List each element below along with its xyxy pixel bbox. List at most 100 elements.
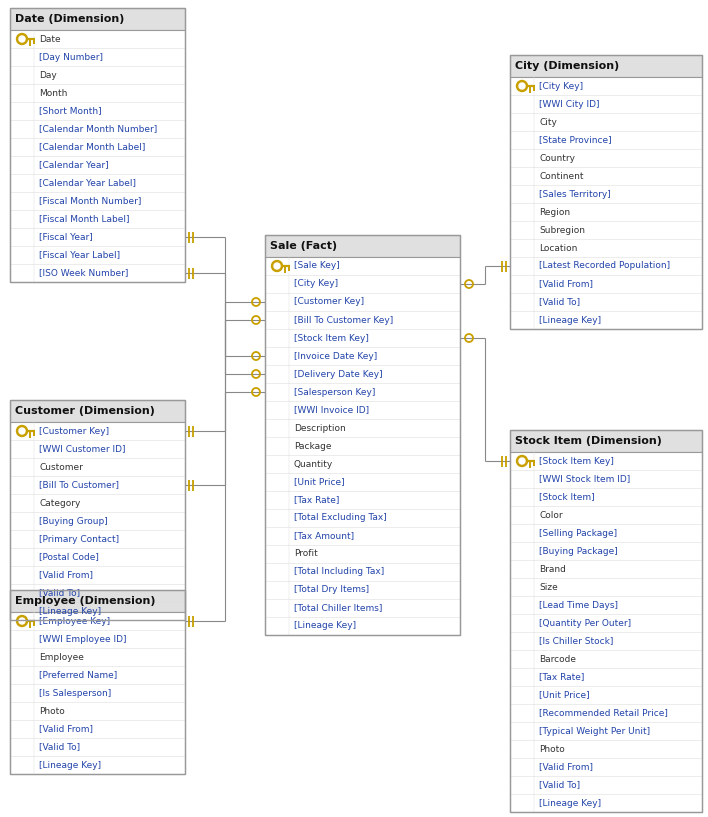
Text: [Lineage Key]: [Lineage Key] <box>39 761 101 770</box>
Circle shape <box>19 428 25 434</box>
Bar <box>10 590 185 612</box>
Text: [WWI Stock Item ID]: [WWI Stock Item ID] <box>539 475 630 484</box>
Text: Continent: Continent <box>539 172 583 181</box>
Text: [Short Month]: [Short Month] <box>39 106 102 115</box>
Bar <box>510 430 702 812</box>
Text: [Valid From]: [Valid From] <box>539 762 593 771</box>
Text: Subregion: Subregion <box>539 225 585 234</box>
Text: [Sale Key]: [Sale Key] <box>294 261 340 270</box>
Text: Profit: Profit <box>294 550 318 559</box>
Text: [Latest Recorded Population]: [Latest Recorded Population] <box>539 261 670 270</box>
Text: [Fiscal Year]: [Fiscal Year] <box>39 233 93 242</box>
Text: [Primary Contact]: [Primary Contact] <box>39 534 119 543</box>
Text: [Sales Territory]: [Sales Territory] <box>539 190 611 199</box>
Text: Photo: Photo <box>539 744 565 753</box>
Text: Description: Description <box>294 423 346 432</box>
Circle shape <box>517 456 527 467</box>
Text: [Total Excluding Tax]: [Total Excluding Tax] <box>294 514 387 523</box>
Circle shape <box>19 36 25 42</box>
Text: Customer: Customer <box>39 462 83 471</box>
Text: [Customer Key]: [Customer Key] <box>39 426 109 435</box>
Bar <box>10 422 185 620</box>
Text: [Calendar Month Label]: [Calendar Month Label] <box>39 142 145 151</box>
Text: [Customer Key]: [Customer Key] <box>294 297 364 306</box>
Text: [Tax Rate]: [Tax Rate] <box>539 672 584 681</box>
Bar <box>10 8 185 30</box>
Bar <box>510 452 702 812</box>
Bar <box>10 590 185 774</box>
Bar <box>265 257 460 635</box>
Text: [State Province]: [State Province] <box>539 136 612 145</box>
Bar <box>10 8 185 282</box>
Text: [Stock Item Key]: [Stock Item Key] <box>539 457 614 466</box>
Text: [Valid From]: [Valid From] <box>39 570 93 579</box>
Text: [City Key]: [City Key] <box>294 279 338 288</box>
Text: [Calendar Month Number]: [Calendar Month Number] <box>39 124 157 133</box>
Text: Customer (Dimension): Customer (Dimension) <box>15 406 155 416</box>
Text: [Valid To]: [Valid To] <box>539 780 580 789</box>
Text: [Buying Group]: [Buying Group] <box>39 516 108 525</box>
Bar <box>10 400 185 422</box>
Text: Country: Country <box>539 154 575 163</box>
Text: [Lineage Key]: [Lineage Key] <box>294 622 356 631</box>
Text: [Valid To]: [Valid To] <box>539 297 580 306</box>
Bar <box>510 55 702 329</box>
Text: Region: Region <box>539 208 570 217</box>
Text: Photo: Photo <box>39 707 64 716</box>
Circle shape <box>274 263 280 269</box>
Text: [Valid To]: [Valid To] <box>39 588 80 597</box>
Text: [WWI Invoice ID]: [WWI Invoice ID] <box>294 405 369 414</box>
Text: [Valid To]: [Valid To] <box>39 743 80 752</box>
Text: [Stock Item]: [Stock Item] <box>539 493 595 502</box>
Bar <box>10 30 185 282</box>
Circle shape <box>271 261 282 271</box>
Text: City: City <box>539 118 557 127</box>
Circle shape <box>16 426 28 436</box>
Bar <box>10 612 185 774</box>
Text: Month: Month <box>39 88 67 97</box>
Text: [Stock Item Key]: [Stock Item Key] <box>294 333 369 342</box>
Text: [Employee Key]: [Employee Key] <box>39 617 110 626</box>
Bar <box>265 235 460 257</box>
Text: [Unit Price]: [Unit Price] <box>539 690 590 699</box>
Text: Color: Color <box>539 511 563 520</box>
Text: Day: Day <box>39 70 57 79</box>
Text: [WWI Customer ID]: [WWI Customer ID] <box>39 444 125 453</box>
Text: Stock Item (Dimension): Stock Item (Dimension) <box>515 436 662 446</box>
Text: [Lineage Key]: [Lineage Key] <box>539 798 601 807</box>
Text: Category: Category <box>39 498 81 507</box>
Text: [Is Chiller Stock]: [Is Chiller Stock] <box>539 636 613 645</box>
Text: [Bill To Customer]: [Bill To Customer] <box>39 480 119 489</box>
Text: [WWI City ID]: [WWI City ID] <box>539 100 600 109</box>
Text: [Invoice Date Key]: [Invoice Date Key] <box>294 351 377 360</box>
Text: [Total Dry Items]: [Total Dry Items] <box>294 586 369 595</box>
Text: [Calendar Year Label]: [Calendar Year Label] <box>39 178 136 187</box>
Circle shape <box>519 83 525 89</box>
Text: [Salesperson Key]: [Salesperson Key] <box>294 387 375 396</box>
Bar <box>510 77 702 329</box>
Text: [Bill To Customer Key]: [Bill To Customer Key] <box>294 315 393 324</box>
Text: Size: Size <box>539 583 558 592</box>
Circle shape <box>19 618 25 624</box>
Circle shape <box>517 81 527 92</box>
Text: [Calendar Year]: [Calendar Year] <box>39 160 108 169</box>
Text: Quantity: Quantity <box>294 459 333 468</box>
Text: [Total Including Tax]: [Total Including Tax] <box>294 568 384 577</box>
Text: [ISO Week Number]: [ISO Week Number] <box>39 269 128 278</box>
Text: Location: Location <box>539 243 578 252</box>
Text: [Lead Time Days]: [Lead Time Days] <box>539 600 618 609</box>
Text: [Recommended Retail Price]: [Recommended Retail Price] <box>539 708 668 717</box>
Text: [WWI Employee ID]: [WWI Employee ID] <box>39 635 127 644</box>
Text: [Day Number]: [Day Number] <box>39 52 103 61</box>
Text: Package: Package <box>294 441 331 450</box>
Text: [Tax Rate]: [Tax Rate] <box>294 495 339 505</box>
Bar <box>510 55 702 77</box>
Text: [Unit Price]: [Unit Price] <box>294 477 345 486</box>
Text: [Quantity Per Outer]: [Quantity Per Outer] <box>539 618 631 627</box>
Text: City (Dimension): City (Dimension) <box>515 61 620 71</box>
Text: [Lineage Key]: [Lineage Key] <box>539 315 601 324</box>
Text: Date (Dimension): Date (Dimension) <box>15 14 125 24</box>
Text: Employee (Dimension): Employee (Dimension) <box>15 596 156 606</box>
Text: [Fiscal Month Number]: [Fiscal Month Number] <box>39 197 142 206</box>
Text: [Typical Weight Per Unit]: [Typical Weight Per Unit] <box>539 726 650 735</box>
